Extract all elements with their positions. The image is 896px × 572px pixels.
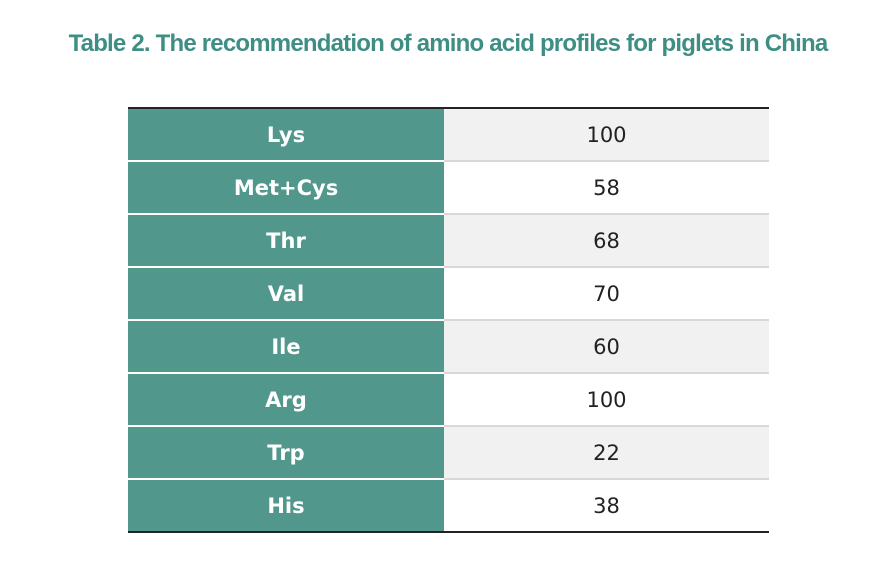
- value-cell: 38: [444, 479, 769, 532]
- value-cell: 58: [444, 161, 769, 215]
- table-row: His 38: [128, 479, 769, 532]
- value-cell: 68: [444, 214, 769, 268]
- amino-acid-cell: Val: [128, 267, 444, 321]
- value-cell: 70: [444, 267, 769, 321]
- table-row: Met+Cys 58: [128, 161, 769, 215]
- table-row: Arg 100: [128, 373, 769, 427]
- amino-acid-cell: Arg: [128, 373, 444, 427]
- table-row: Ile 60: [128, 320, 769, 374]
- table-row: Val 70: [128, 267, 769, 321]
- value-cell: 100: [444, 373, 769, 427]
- title: Table 2. The recommendation of amino aci…: [68, 30, 829, 57]
- amino-acid-cell: Lys: [128, 108, 444, 162]
- amino-acid-cell: Met+Cys: [128, 161, 444, 215]
- value-cell: 22: [444, 426, 769, 480]
- table-row: Thr 68: [128, 214, 769, 268]
- table-row: Trp 22: [128, 426, 769, 480]
- value-cell: 100: [444, 108, 769, 162]
- amino-acid-cell: Trp: [128, 426, 444, 480]
- table: Lys 100 Met+Cys 58 Thr 68 Val 70 Ile 60 Arg 100 Trp 2…: [128, 107, 769, 533]
- table-row: Lys 100: [128, 108, 769, 162]
- value-cell: 60: [444, 320, 769, 374]
- amino-acid-cell: Ile: [128, 320, 444, 374]
- amino-acid-cell: His: [128, 479, 444, 532]
- amino-acid-cell: Thr: [128, 214, 444, 268]
